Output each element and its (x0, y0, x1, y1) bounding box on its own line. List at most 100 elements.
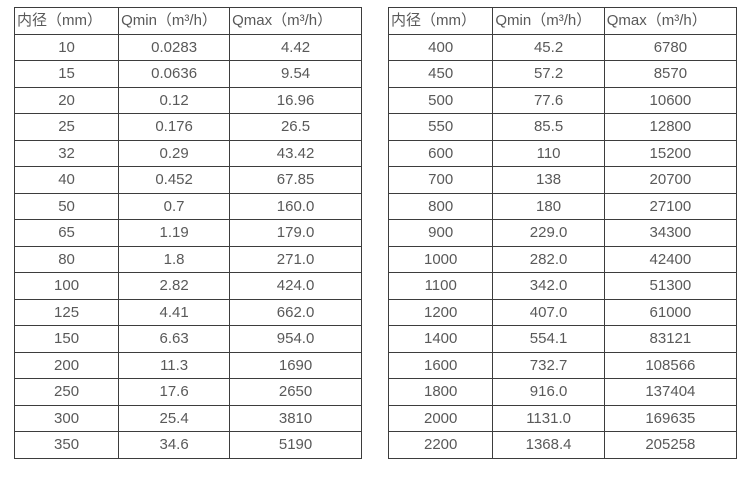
table-cell: 12800 (603, 113, 738, 141)
table-cell: 80 (13, 245, 120, 273)
table-cell: 85.5 (492, 113, 605, 141)
table-cell: 424.0 (229, 272, 362, 300)
column-header-qmax: Qmax（m³/h） (229, 7, 362, 35)
table-body-large-diameters: 400 45.2 6780 450 57.2 8570 500 77.6 10600 550 85.… (387, 33, 738, 459)
table-row: 150 6.63 954.0 (13, 325, 362, 353)
table-cell: 20700 (603, 166, 738, 194)
table-cell: 42400 (603, 245, 738, 273)
table-cell: 25 (13, 113, 120, 141)
table-cell: 138 (492, 166, 605, 194)
table-row: 500 77.6 10600 (387, 86, 738, 114)
table-row: 25 0.176 26.5 (13, 113, 362, 141)
table-row: 1800 916.0 137404 (387, 378, 738, 406)
table-cell: 200 (13, 351, 120, 379)
table-cell: 2.82 (118, 272, 231, 300)
table-row: 300 25.4 3810 (13, 404, 362, 432)
table-cell: 229.0 (492, 219, 605, 247)
table-cell: 17.6 (118, 378, 231, 406)
table-cell: 0.0636 (118, 60, 231, 88)
table-cell: 350 (13, 431, 120, 459)
table-cell: 6.63 (118, 325, 231, 353)
table-row: 125 4.41 662.0 (13, 298, 362, 326)
table-cell: 662.0 (229, 298, 362, 326)
table-cell: 0.0283 (118, 33, 231, 61)
table-cell: 9.54 (229, 60, 362, 88)
table-row: 65 1.19 179.0 (13, 219, 362, 247)
table-row: 600 110 15200 (387, 139, 738, 167)
table-cell: 700 (387, 166, 494, 194)
flow-spec-table-large-diameters: 内径（mm） Qmin（m³/h） Qmax（m³/h） 400 45.2 6780… (387, 7, 738, 459)
table-cell: 83121 (603, 325, 738, 353)
table-cell: 57.2 (492, 60, 605, 88)
table-row: 80 1.8 271.0 (13, 245, 362, 273)
table-cell: 16.96 (229, 86, 362, 114)
table-cell: 43.42 (229, 139, 362, 167)
table-row: 350 34.6 5190 (13, 431, 362, 459)
table-cell: 732.7 (492, 351, 605, 379)
table-cell: 137404 (603, 378, 738, 406)
table-cell: 15 (13, 60, 120, 88)
table-row: 15 0.0636 9.54 (13, 60, 362, 88)
table-cell: 271.0 (229, 245, 362, 273)
table-cell: 34.6 (118, 431, 231, 459)
table-cell: 1000 (387, 245, 494, 273)
table-cell: 34300 (603, 219, 738, 247)
table-cell: 1131.0 (492, 404, 605, 432)
table-cell: 160.0 (229, 192, 362, 220)
header-row: 内径（mm） Qmin（m³/h） Qmax（m³/h） (387, 7, 738, 35)
column-header-qmin: Qmin（m³/h） (492, 7, 605, 35)
table-cell: 26.5 (229, 113, 362, 141)
spec-tables-container: 内径（mm） Qmin（m³/h） Qmax（m³/h） 10 0.0283 4.4… (13, 7, 738, 459)
table-cell: 1690 (229, 351, 362, 379)
table-cell: 300 (13, 404, 120, 432)
table-cell: 45.2 (492, 33, 605, 61)
table-row: 400 45.2 6780 (387, 33, 738, 61)
table-cell: 0.176 (118, 113, 231, 141)
table-row: 450 57.2 8570 (387, 60, 738, 88)
table-row: 1200 407.0 61000 (387, 298, 738, 326)
table-row: 50 0.7 160.0 (13, 192, 362, 220)
table-row: 700 138 20700 (387, 166, 738, 194)
table-cell: 1400 (387, 325, 494, 353)
table-cell: 550 (387, 113, 494, 141)
table-cell: 61000 (603, 298, 738, 326)
column-header-qmax: Qmax（m³/h） (603, 7, 738, 35)
table-cell: 150 (13, 325, 120, 353)
table-cell: 179.0 (229, 219, 362, 247)
table-cell: 1600 (387, 351, 494, 379)
column-header-qmin: Qmin（m³/h） (118, 7, 231, 35)
table-cell: 27100 (603, 192, 738, 220)
table-cell: 77.6 (492, 86, 605, 114)
table-cell: 1100 (387, 272, 494, 300)
table-cell: 2200 (387, 431, 494, 459)
table-row: 1600 732.7 108566 (387, 351, 738, 379)
table-cell: 954.0 (229, 325, 362, 353)
table-cell: 1368.4 (492, 431, 605, 459)
table-cell: 65 (13, 219, 120, 247)
table-row: 200 11.3 1690 (13, 351, 362, 379)
table-cell: 800 (387, 192, 494, 220)
table-cell: 40 (13, 166, 120, 194)
table-cell: 20 (13, 86, 120, 114)
table-cell: 600 (387, 139, 494, 167)
table-cell: 110 (492, 139, 605, 167)
table-row: 1000 282.0 42400 (387, 245, 738, 273)
table-cell: 100 (13, 272, 120, 300)
table-row: 250 17.6 2650 (13, 378, 362, 406)
table-cell: 0.12 (118, 86, 231, 114)
table-row: 550 85.5 12800 (387, 113, 738, 141)
table-cell: 51300 (603, 272, 738, 300)
header-row: 内径（mm） Qmin（m³/h） Qmax（m³/h） (13, 7, 362, 35)
table-row: 32 0.29 43.42 (13, 139, 362, 167)
column-header-inner-diameter: 内径（mm） (387, 7, 494, 35)
table-cell: 554.1 (492, 325, 605, 353)
table-cell: 125 (13, 298, 120, 326)
table-cell: 4.42 (229, 33, 362, 61)
table-cell: 1200 (387, 298, 494, 326)
table-row: 1400 554.1 83121 (387, 325, 738, 353)
table-cell: 1.8 (118, 245, 231, 273)
table-cell: 0.452 (118, 166, 231, 194)
table-cell: 282.0 (492, 245, 605, 273)
table-cell: 108566 (603, 351, 738, 379)
